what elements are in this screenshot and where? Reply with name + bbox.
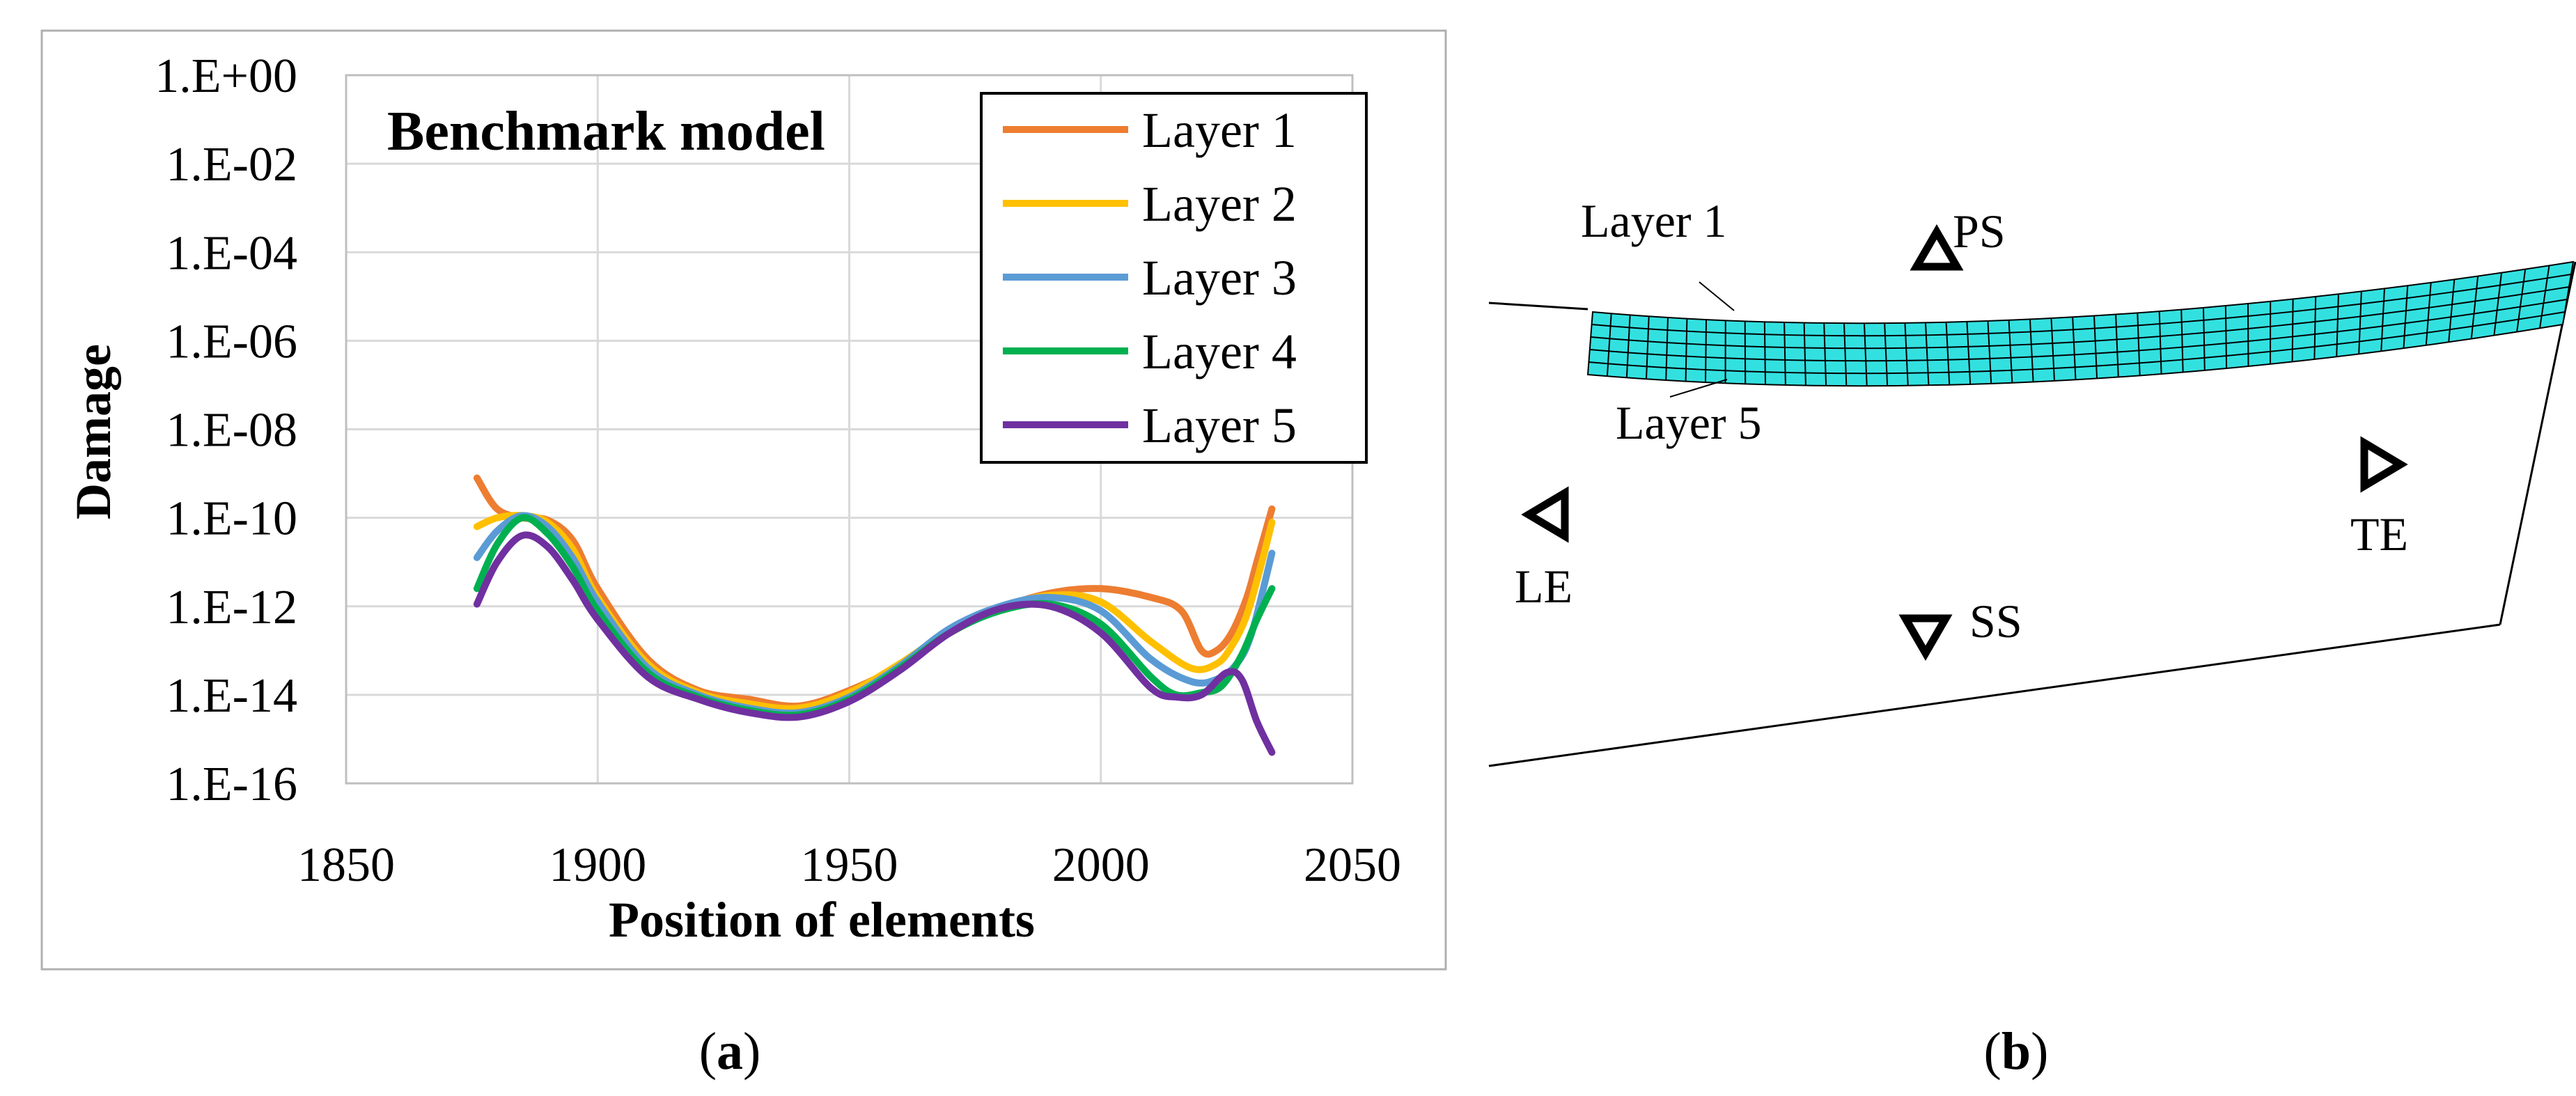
- mesh-element-line: [1606, 313, 1612, 377]
- x-tick-label: 1950: [801, 838, 898, 892]
- legend-label-layer-2: Layer 2: [1142, 176, 1297, 232]
- layer5-label: Layer 5: [1616, 396, 1762, 449]
- mesh-element-line: [1863, 323, 1868, 386]
- le-label: LE: [1515, 560, 1572, 613]
- ss-triangle-icon: [1898, 614, 1953, 661]
- mesh-element-line: [2516, 269, 2527, 332]
- mesh-element-line: [2493, 272, 2503, 336]
- outline-bottom: [1488, 623, 2501, 767]
- ps-triangle-icon: [1910, 224, 1964, 271]
- mesh-element-line: [2403, 285, 2409, 349]
- mesh-element-line: [1945, 322, 1951, 385]
- caption-b: (b): [1984, 1022, 2049, 1081]
- le-triangle-icon: [1521, 486, 1569, 543]
- mesh-element-line: [2050, 318, 2055, 382]
- mesh-element-line: [1685, 318, 1688, 382]
- mesh-element-line: [1966, 321, 1972, 384]
- y-tick-label: 1.E-14: [166, 669, 297, 723]
- mesh-element-line: [1704, 320, 1708, 383]
- mesh-element-line: [2029, 319, 2034, 382]
- mesh-element-line: [1744, 321, 1747, 384]
- legend-label-layer-3: Layer 3: [1142, 250, 1297, 306]
- te-label: TE: [2350, 508, 2408, 561]
- mesh-element-line: [2072, 317, 2077, 380]
- y-tick-label: 1.E-04: [166, 226, 297, 280]
- mesh-element-line: [2336, 294, 2339, 357]
- y-tick-label: 1.E-10: [166, 492, 297, 546]
- legend-label-layer-4: Layer 4: [1142, 324, 1297, 379]
- y-tick-label: 1.E-06: [166, 315, 297, 368]
- x-tick-label: 2000: [1052, 838, 1150, 892]
- layer5-leader-line: [1669, 379, 1728, 398]
- y-tick-label: 1.E-12: [166, 581, 297, 634]
- y-tick-label: 1.E-08: [166, 404, 297, 457]
- chart-title: Benchmark model: [387, 101, 825, 162]
- series-line-layer-5: [473, 531, 1276, 756]
- mesh-element-line: [1803, 322, 1806, 386]
- mesh-element-line: [2380, 288, 2385, 352]
- mesh-element-line: [2448, 279, 2456, 343]
- mesh-element-line: [1987, 320, 1992, 384]
- mesh-element-line: [1625, 315, 1631, 378]
- mesh-element-line: [2313, 296, 2317, 359]
- legend-label-layer-5: Layer 5: [1142, 398, 1297, 453]
- ps-label: PS: [1953, 205, 2006, 258]
- legend: Layer 1 Layer 2 Layer 3 Layer 4 Layer 5: [980, 92, 1368, 464]
- x-axis-title: Position of elements: [609, 892, 1035, 948]
- mesh-element-line: [2202, 307, 2206, 370]
- y-tick-label: 1.E+00: [155, 49, 297, 103]
- x-tick-label: 1850: [297, 838, 395, 892]
- y-tick-labels: 1.E+00 1.E-02 1.E-04 1.E-06 1.E-08 1.E-10 1.E-…: [155, 49, 297, 811]
- x-tick-label: 2050: [1304, 838, 1401, 892]
- caption-a: (a): [699, 1022, 761, 1081]
- te-triangle-icon: [2360, 436, 2408, 493]
- mesh-fill: [1586, 260, 2575, 387]
- x-tick-label: 1900: [549, 838, 646, 892]
- mesh-element-line: [1783, 322, 1786, 385]
- mesh-element-line: [2539, 265, 2550, 329]
- mesh-element-line: [2115, 314, 2119, 377]
- y-axis-title: Damage: [65, 344, 121, 519]
- mesh-element-line: [1924, 322, 1930, 386]
- mesh-element-line: [1645, 316, 1650, 379]
- mesh-element-line: [2470, 276, 2479, 339]
- mesh-element-line: [2093, 315, 2098, 379]
- series-lines: [473, 474, 1276, 756]
- x-tick-labels: 1850 1900 1950 2000 2050: [297, 838, 1401, 892]
- y-tick-label: 1.E-16: [166, 758, 297, 811]
- blade-diagram-panel: Layer 1 Layer 5 PS LE TE SS: [1488, 194, 2576, 767]
- mesh-element-line: [2358, 291, 2362, 354]
- legend-label-layer-1: Layer 1: [1142, 102, 1297, 158]
- mesh-element-line: [1904, 322, 1909, 386]
- layer1-leader-line: [1699, 281, 1735, 311]
- mesh-element-line: [1823, 322, 1827, 386]
- ss-label: SS: [1969, 595, 2022, 648]
- layer-mesh: [1586, 260, 2575, 387]
- mesh-element-line: [2247, 304, 2249, 367]
- mesh-element-line: [1843, 323, 1848, 386]
- mesh-element-line: [2425, 282, 2432, 345]
- layer1-label: Layer 1: [1581, 194, 1727, 247]
- y-tick-label: 1.E-02: [166, 138, 297, 191]
- mesh-element-line: [2008, 320, 2013, 383]
- outline-top-left: [1488, 302, 1588, 311]
- mesh-element-line: [2137, 313, 2141, 376]
- chart-panel: 1.E+00 1.E-02 1.E-04 1.E-06 1.E-08 1.E-10 1.E-…: [40, 29, 1447, 971]
- mesh-element-line: [1665, 317, 1669, 381]
- mesh-element-line: [2180, 309, 2184, 373]
- mesh-element-line: [1884, 323, 1889, 386]
- mesh-element-line: [2158, 311, 2162, 375]
